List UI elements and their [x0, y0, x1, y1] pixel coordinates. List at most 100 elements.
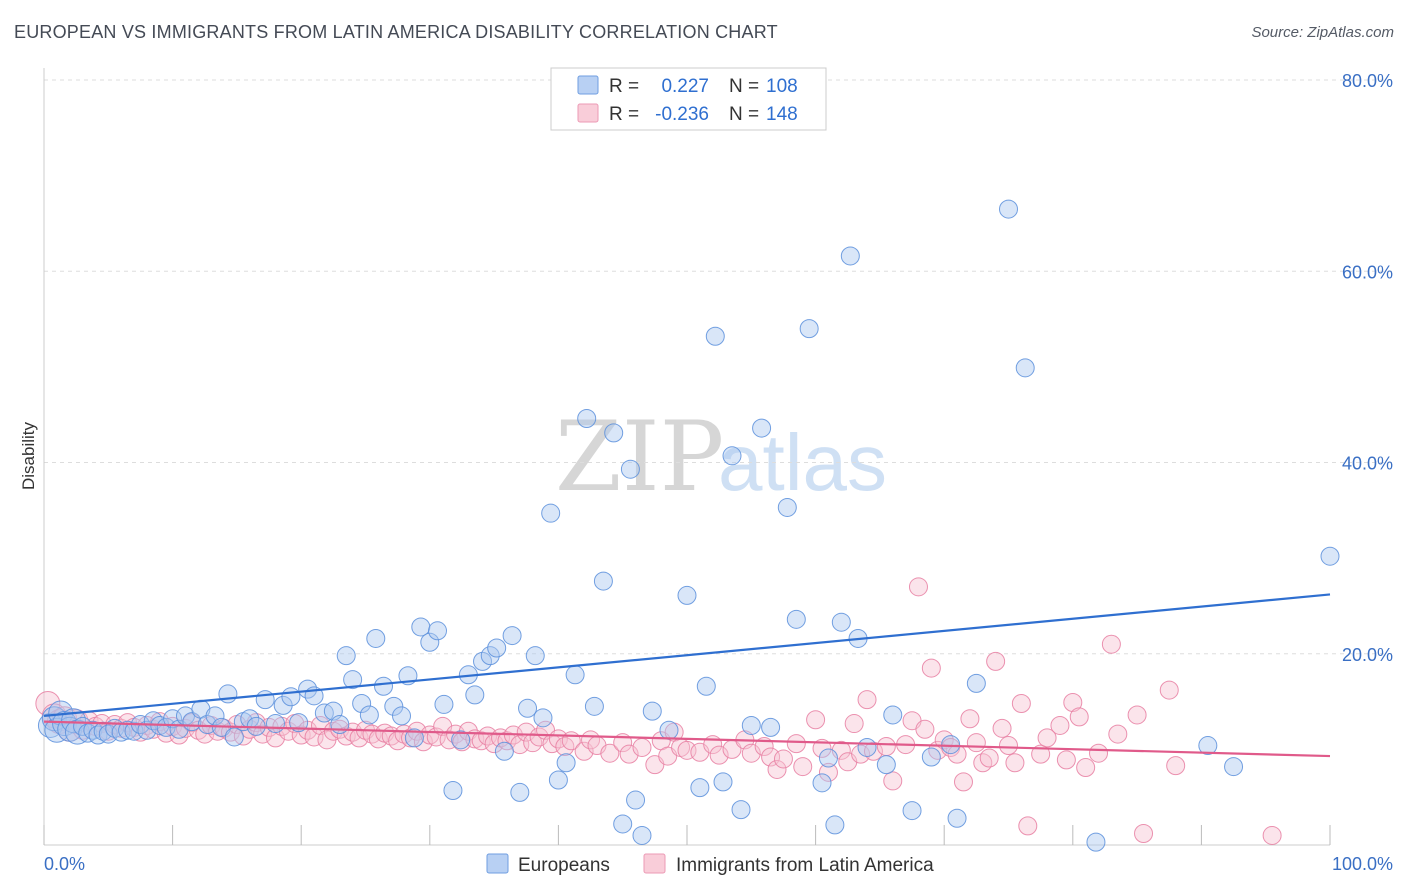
europeans-point: [831, 612, 851, 632]
latam-point: [992, 718, 1012, 738]
europeans-point: [840, 246, 860, 266]
latam-point: [1134, 824, 1154, 844]
europeans-point: [443, 780, 463, 800]
latam-point: [349, 728, 369, 748]
latam-point: [1108, 724, 1128, 744]
y-tick-label: 80.0%: [1342, 71, 1393, 91]
europeans-point: [584, 696, 604, 716]
legend-n-value-1: 108: [766, 76, 798, 97]
europeans-point: [510, 782, 530, 802]
latam-point: [1101, 634, 1121, 654]
europeans-point: [613, 814, 633, 834]
europeans-point: [857, 737, 877, 757]
latam-point: [915, 719, 935, 739]
grid-lines: [44, 79, 1393, 655]
bottom-legend-label-latam: Immigrants from Latin America: [676, 855, 934, 876]
latam-point: [812, 738, 832, 758]
latam-point: [844, 714, 864, 734]
europeans-point: [1320, 546, 1340, 566]
legend-r-value-2: -0.236: [655, 104, 709, 125]
europeans-point: [518, 698, 538, 718]
europeans-point: [336, 646, 356, 666]
latam-point: [960, 709, 980, 729]
latam-point: [979, 748, 999, 768]
latam-point: [1076, 758, 1096, 778]
europeans-point: [818, 748, 838, 768]
europeans-point: [366, 628, 386, 648]
series-legend: Europeans Immigrants from Latin America: [486, 853, 934, 876]
europeans-point: [632, 825, 652, 845]
europeans-point: [137, 720, 157, 740]
x-tick-label-min: 0.0%: [44, 854, 85, 874]
europeans-point: [352, 693, 372, 713]
legend-swatch-europeans: [577, 75, 599, 95]
europeans-point: [876, 755, 896, 775]
series-latam-points: [35, 577, 1282, 845]
source-credit: Source: ZipAtlas.com: [1251, 24, 1394, 41]
europeans-point: [289, 713, 309, 733]
europeans-point: [281, 687, 301, 707]
latam-point: [1011, 693, 1031, 713]
latam-point: [773, 749, 793, 769]
legend-r-label-1: R =: [609, 76, 639, 97]
bottom-legend-swatch-latam: [643, 853, 666, 874]
europeans-point: [44, 717, 70, 743]
europeans-point: [118, 720, 138, 740]
europeans-point: [761, 717, 781, 737]
watermark-atlas: atlas: [718, 418, 887, 507]
europeans-point: [825, 815, 845, 835]
europeans-point: [224, 727, 244, 747]
europeans-point: [541, 503, 561, 523]
latam-point: [767, 759, 787, 779]
europeans-point: [480, 646, 500, 666]
y-tick-label: 60.0%: [1342, 262, 1393, 282]
europeans-point: [947, 808, 967, 828]
latam-point: [574, 741, 594, 761]
watermark: ZIP atlas: [555, 401, 887, 513]
europeans-point: [999, 199, 1018, 219]
stats-legend: R = 0.227 N = 108 R = -0.236 N = 148: [550, 67, 827, 131]
europeans-point: [941, 735, 961, 755]
latam-point: [1159, 680, 1179, 700]
europeans-point: [556, 753, 576, 773]
latam-point: [600, 743, 620, 763]
y-tick-label: 20.0%: [1342, 645, 1393, 665]
europeans-point: [1224, 757, 1244, 777]
legend-n-label-2: N =: [729, 104, 759, 125]
europeans-point: [812, 773, 832, 793]
europeans-point: [384, 696, 404, 716]
europeans-point: [374, 676, 394, 696]
europeans-point: [525, 646, 545, 666]
latam-point: [516, 722, 536, 742]
latam-point: [1056, 750, 1076, 770]
europeans-point: [465, 685, 485, 705]
europeans-point: [741, 715, 761, 735]
latam-point: [908, 577, 928, 597]
europeans-point: [1015, 358, 1035, 378]
latam-point: [793, 757, 813, 777]
europeans-point: [593, 571, 613, 591]
europeans-trend-line: [43, 593, 1331, 718]
latam-point: [1005, 753, 1025, 773]
legend-swatch-latam: [577, 103, 599, 123]
latam-point: [966, 733, 986, 753]
europeans-point: [696, 676, 716, 696]
europeans-point: [659, 720, 679, 740]
europeans-point: [799, 319, 819, 339]
latam-point: [1089, 743, 1109, 763]
legend-r-label-2: R =: [609, 104, 639, 125]
legend-r-value-1: 0.227: [661, 76, 709, 97]
europeans-point: [1086, 832, 1106, 852]
europeans-point: [705, 326, 725, 346]
europeans-point: [777, 497, 797, 517]
europeans-point: [428, 621, 448, 641]
europeans-point: [921, 747, 941, 767]
europeans-point: [677, 585, 697, 605]
latam-point: [1018, 816, 1038, 836]
y-tick-label: 40.0%: [1342, 454, 1393, 474]
europeans-point: [577, 409, 597, 429]
europeans-point: [494, 741, 514, 761]
europeans-point: [533, 708, 553, 728]
europeans-point: [690, 778, 710, 798]
latam-point: [1127, 705, 1147, 725]
